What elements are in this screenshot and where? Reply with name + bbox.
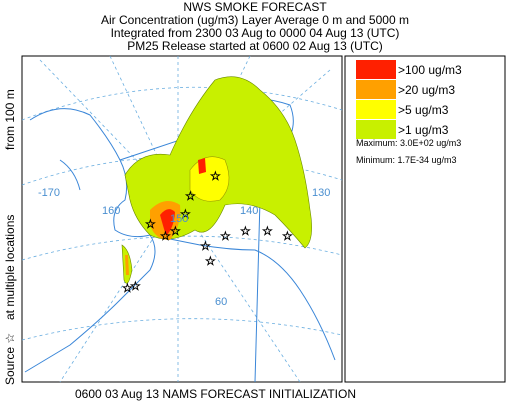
legend-label: >20 ug/m3 — [398, 83, 455, 97]
svg-text:☆: ☆ — [205, 254, 216, 268]
svg-text:☆: ☆ — [180, 207, 191, 221]
graticule-label: -170 — [38, 187, 60, 199]
legend-label: >100 ug/m3 — [398, 63, 462, 77]
legend-swatch — [356, 80, 396, 99]
map: ☆☆ ☆ ☆☆☆ ☆ ☆ ☆ ☆☆☆ ☆☆ -170 160 150 140 130 … — [21, 55, 343, 383]
legend-label: >5 ug/m3 — [398, 103, 449, 117]
graticule-labels: -170 160 150 140 130 60 — [38, 187, 330, 308]
graticule-label: 150 — [170, 213, 188, 225]
legend-swatch — [356, 120, 396, 139]
legend-swatch — [356, 60, 396, 79]
legend-minimum: Minimum: 1.7E-34 ug/m3 — [356, 155, 457, 165]
graticule-label: 130 — [312, 187, 330, 199]
legend: Maximum: 3.0E+02 ug/m3 Minimum: 1.7E-34 … — [344, 55, 506, 383]
svg-text:☆: ☆ — [170, 224, 181, 238]
side-label: from 100 m — [3, 89, 17, 150]
svg-text:☆: ☆ — [185, 189, 196, 203]
side-label: at multiple locations — [3, 215, 17, 320]
subtitle: Air Concentration (ug/m3) Layer Average … — [101, 13, 409, 27]
svg-text:☆: ☆ — [200, 239, 211, 253]
svg-text:☆: ☆ — [122, 281, 133, 295]
sources: ☆☆ ☆ ☆☆☆ ☆ ☆ ☆ ☆☆☆ ☆☆ — [122, 169, 293, 296]
svg-text:☆: ☆ — [130, 279, 141, 293]
svg-text:☆: ☆ — [220, 229, 231, 243]
footer: 0600 03 Aug 13 NAMS FORECAST INITIALIZAT… — [75, 387, 356, 401]
graticule-label: 60 — [215, 296, 227, 308]
title: NWS SMOKE FORECAST — [183, 0, 327, 14]
subtitle: Integrated from 2300 03 Aug to 0000 04 A… — [111, 26, 400, 40]
graticule-label: 140 — [240, 205, 258, 217]
legend-swatch — [356, 100, 396, 119]
svg-text:☆: ☆ — [240, 224, 251, 238]
svg-text:☆: ☆ — [282, 229, 293, 243]
svg-text:☆: ☆ — [160, 229, 171, 243]
legend-maximum: Maximum: 3.0E+02 ug/m3 — [356, 138, 461, 148]
svg-text:☆: ☆ — [210, 169, 221, 183]
side-labels: Source ☆ at multiple locations from 100 … — [3, 89, 17, 385]
side-label: Source ☆ — [3, 333, 17, 385]
subtitle: PM25 Release started at 0600 02 Aug 13 (… — [127, 39, 382, 53]
legend-label: >1 ug/m3 — [398, 123, 449, 137]
svg-text:☆: ☆ — [262, 224, 273, 238]
svg-text:☆: ☆ — [145, 217, 156, 231]
smoke — [121, 76, 312, 284]
graticule-label: 160 — [102, 205, 120, 217]
